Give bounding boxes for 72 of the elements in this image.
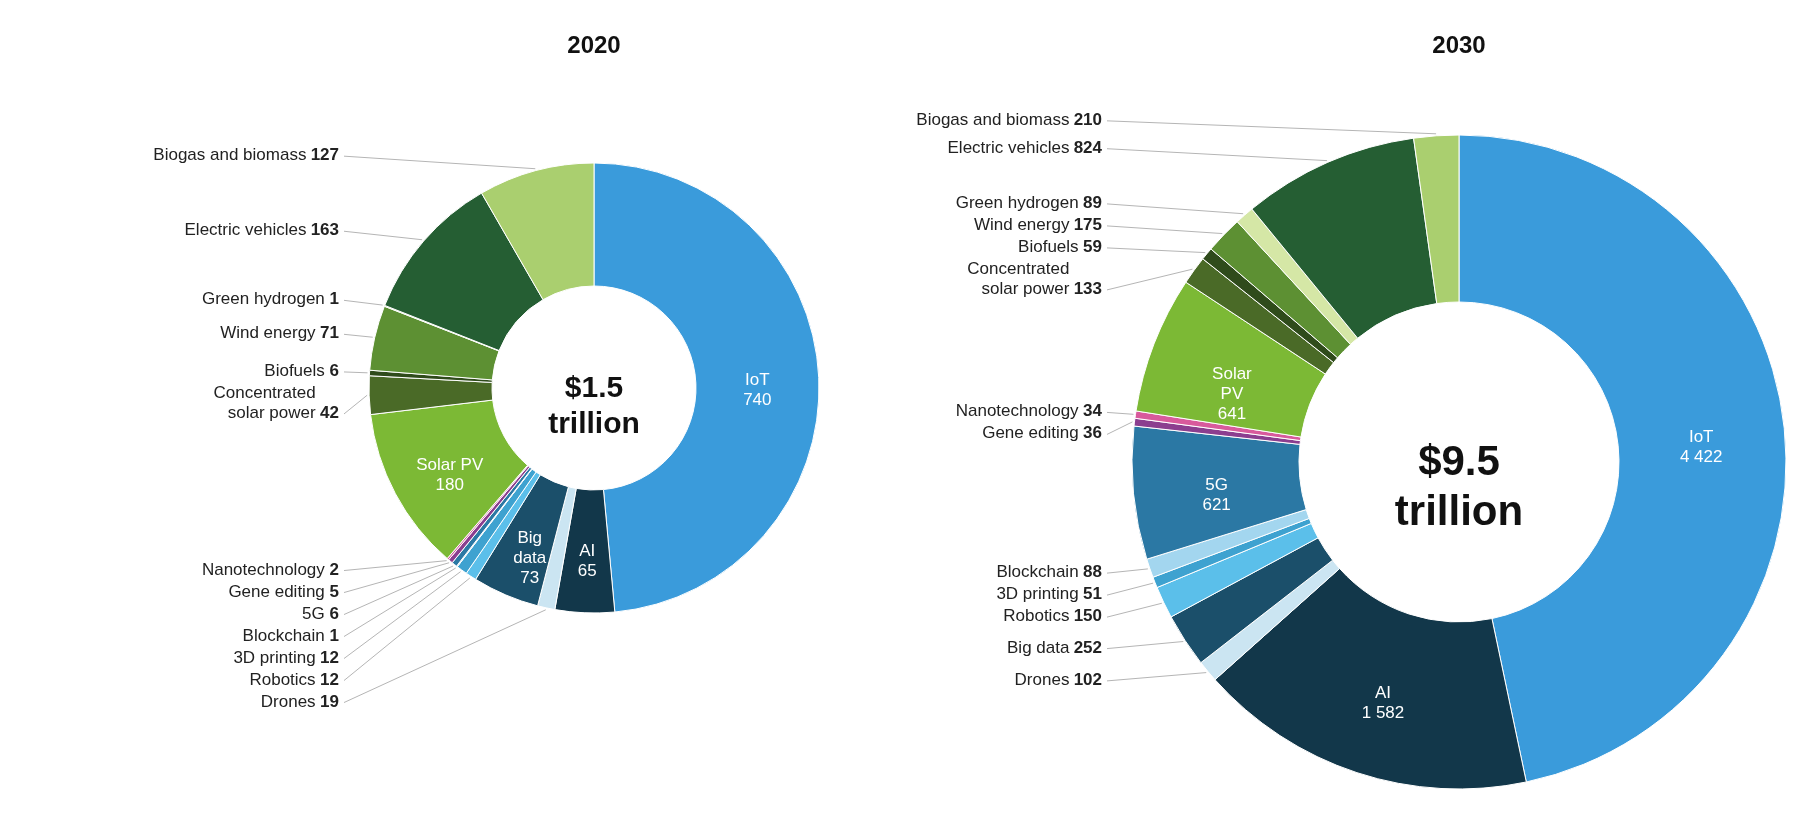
data-label: 6 xyxy=(329,360,339,380)
data-label: 34 xyxy=(1083,401,1103,421)
data-label: 2 xyxy=(329,559,339,579)
data-label: 133 xyxy=(1073,278,1102,298)
data-label: 6 xyxy=(329,603,339,623)
data-label: 59 xyxy=(1083,236,1102,256)
slice-label: Blockchain xyxy=(996,562,1079,582)
slice-label: Blockchain xyxy=(242,625,325,645)
data-label: 1 xyxy=(329,289,339,309)
data-label: 19 xyxy=(320,691,339,711)
slice-label: Biogas and biomass xyxy=(916,109,1070,129)
slice-label: AI xyxy=(579,541,596,561)
data-label: 824 xyxy=(1073,137,1103,157)
slice-label: 3D printing xyxy=(996,584,1079,604)
data-label: 65 xyxy=(577,561,597,581)
data-label: 1 582 xyxy=(1361,703,1405,723)
slice-label: Biofuels xyxy=(264,360,325,380)
slice-label: Biofuels xyxy=(1018,236,1079,256)
data-label: 150 xyxy=(1073,606,1102,626)
text: $9.5 trillion xyxy=(1394,437,1524,535)
slice-label: Solar PV xyxy=(1212,364,1253,404)
slice-label: IoT xyxy=(1688,426,1714,446)
slice-label: Drones xyxy=(260,691,316,711)
slice-label: Wind energy xyxy=(973,214,1070,234)
data-label: 1 xyxy=(329,625,339,645)
slice-label: Nanotechnology xyxy=(201,559,326,579)
data-label: 51 xyxy=(1083,584,1102,604)
data-label: 89 xyxy=(1083,192,1102,212)
data-label: 12 xyxy=(320,669,339,689)
slice-label: Concentrated solar power xyxy=(967,258,1070,298)
data-label: 88 xyxy=(1083,562,1102,582)
slice-label: Electric vehicles xyxy=(184,220,307,240)
data-label: 42 xyxy=(320,402,339,422)
slice-label: Solar PV xyxy=(416,454,484,474)
data-label: 102 xyxy=(1073,669,1102,689)
slice-label: Green hydrogen xyxy=(201,289,325,309)
slice-label: 3D printing xyxy=(233,647,316,667)
data-label: 210 xyxy=(1073,109,1102,129)
slice-label: Green hydrogen xyxy=(955,192,1079,212)
slice-label: Robotics xyxy=(1003,606,1070,626)
data-label: 641 xyxy=(1217,404,1247,424)
data-label: 73 xyxy=(520,568,540,588)
data-label: 36 xyxy=(1083,423,1102,443)
slice-label: Nanotechnology xyxy=(955,401,1080,421)
slice-label: Robotics xyxy=(249,669,316,689)
data-label: 71 xyxy=(320,323,339,343)
slice-label: 5G xyxy=(302,603,325,623)
slice-label: 5G xyxy=(1205,475,1228,495)
slice-label: Big data xyxy=(513,528,547,568)
data-label: 12 xyxy=(320,647,339,667)
slice-label: IoT xyxy=(745,370,770,390)
data-label: 5 xyxy=(329,581,339,601)
slice-label: Big data xyxy=(1007,637,1070,657)
chart-title: 2020 xyxy=(567,31,621,58)
slice-label: Electric vehicles xyxy=(947,137,1070,157)
data-label: 621 xyxy=(1202,495,1231,515)
slice-label: Wind energy xyxy=(220,323,317,343)
data-label: 163 xyxy=(310,220,339,240)
chart-title: 2030 xyxy=(1432,31,1486,58)
slice-label: AI xyxy=(1374,683,1392,703)
text: $1.5 trillion xyxy=(548,370,640,439)
data-label: 252 xyxy=(1073,637,1102,657)
slice-label: Biogas and biomass xyxy=(153,145,307,165)
data-label: 740 xyxy=(743,390,772,410)
data-label: 127 xyxy=(310,145,339,165)
data-label: 180 xyxy=(435,474,464,494)
slice-label: Gene editing xyxy=(982,423,1079,443)
data-label: 175 xyxy=(1073,214,1102,234)
data-label: 4 422 xyxy=(1679,446,1723,466)
slice-label: Concentrated solar power xyxy=(213,382,316,422)
slice-label: Drones xyxy=(1014,669,1070,689)
slice-label: Gene editing xyxy=(228,581,325,601)
